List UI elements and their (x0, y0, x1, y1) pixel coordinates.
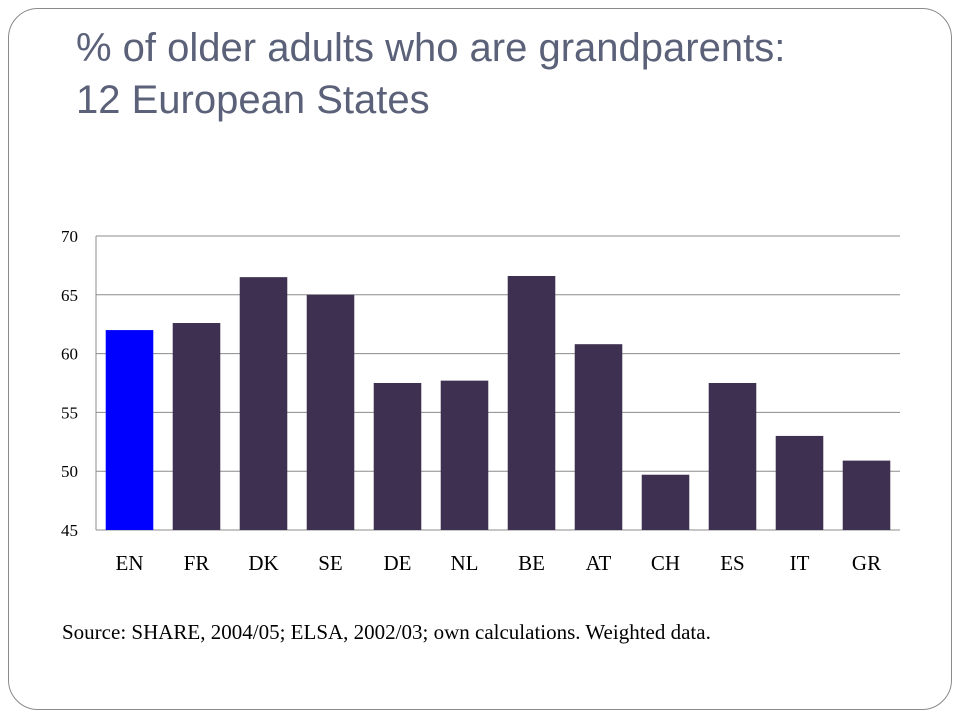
y-tick-label: 65 (61, 286, 78, 305)
y-tick-label: 55 (61, 403, 78, 422)
x-category-label: ES (720, 551, 745, 575)
bar-es (708, 383, 757, 530)
x-category-label: DK (248, 551, 278, 575)
bar-ch (641, 474, 690, 530)
x-axis-categories: EN FR DK SE DE NL BE AT CH ES IT GR (116, 551, 882, 575)
y-tick-label: 45 (61, 521, 78, 540)
slide-title: % of older adults who are grandparents: … (76, 22, 916, 126)
bar-fr (172, 323, 221, 530)
bar-nl (440, 380, 489, 530)
bar-at (574, 344, 623, 530)
x-category-label: EN (116, 551, 144, 575)
bar-se (306, 294, 355, 530)
y-tick-label: 50 (61, 462, 78, 481)
x-category-label: IT (790, 551, 810, 575)
source-note: Source: SHARE, 2004/05; ELSA, 2002/03; o… (62, 620, 711, 644)
y-tick-label: 60 (61, 345, 78, 364)
gridlines (95, 235, 900, 531)
slide-title-line-2: 12 European States (76, 78, 430, 122)
x-category-label: FR (184, 551, 210, 575)
bar-de (373, 383, 422, 530)
x-category-label: NL (451, 551, 479, 575)
bar-dk (239, 277, 288, 530)
slide-frame (8, 8, 952, 710)
x-category-label: DE (384, 551, 412, 575)
bar-gr (842, 460, 891, 530)
bars (105, 275, 891, 530)
x-category-label: SE (318, 551, 343, 575)
y-tick-label: 70 (61, 227, 78, 246)
x-category-label: BE (518, 551, 545, 575)
x-category-label: CH (651, 551, 680, 575)
bar-it (775, 435, 824, 530)
y-axis-ticks: 45 50 55 60 65 70 (61, 227, 78, 540)
slide-title-line-1: % of older adults who are grandparents: (76, 26, 786, 70)
x-category-label: GR (852, 551, 881, 575)
x-category-label: AT (586, 551, 612, 575)
bar-be (507, 275, 556, 530)
bar-en (105, 330, 154, 530)
